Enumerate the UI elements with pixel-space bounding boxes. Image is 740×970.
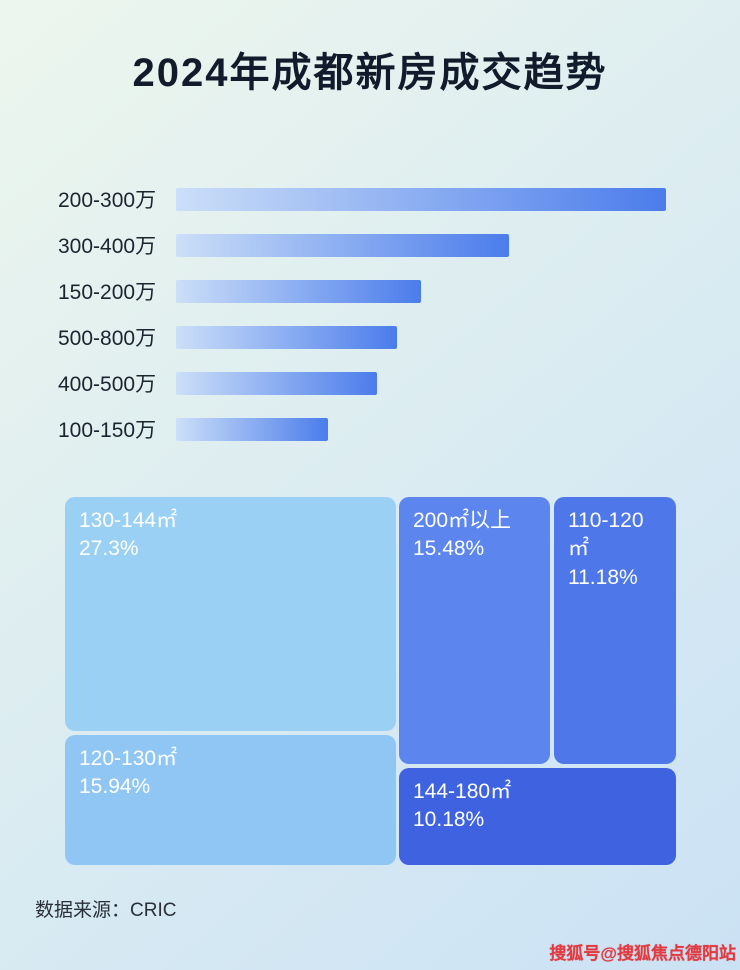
treemap-percent: 11.18% (568, 565, 638, 589)
page-title: 2024年成都新房成交趋势 (132, 51, 608, 95)
bar (176, 417, 328, 441)
treemap-box-110-120: 110-120㎡ 11.18% (554, 497, 676, 764)
data-source-label: 数据来源：CRIC (35, 900, 177, 921)
treemap-percent: 15.94% (79, 775, 151, 799)
treemap-label: 130-144㎡ (79, 509, 178, 532)
bar-category-label: 300-400万 (58, 235, 157, 258)
bar-track (176, 187, 666, 211)
bar (176, 279, 421, 303)
treemap-label: 120-130㎡ (79, 747, 178, 770)
treemap-label: 144-180㎡ (413, 780, 512, 803)
bar (176, 233, 510, 257)
bar-track (176, 233, 666, 257)
bar-row: 500-800万 (58, 314, 683, 360)
bar-row: 200-300万 (58, 176, 683, 222)
bar-track (176, 371, 666, 395)
bar (176, 187, 666, 211)
treemap-percent: 10.18% (413, 808, 485, 832)
bar-category-label: 150-200万 (58, 281, 157, 304)
bar (176, 371, 377, 395)
treemap-percent: 27.3% (79, 537, 139, 561)
bar-track (176, 417, 666, 441)
treemap-box-144-180: 144-180㎡ 10.18% (399, 768, 676, 865)
floor-area-treemap: 130-144㎡ 27.3% 200㎡以上 15.48% 110-120㎡ 11… (65, 497, 676, 865)
price-range-bar-chart: 200-300万 300-400万 150-200万 500-800万 400-… (58, 176, 683, 452)
bar-row: 100-150万 (58, 406, 683, 452)
bar-row: 400-500万 (58, 360, 683, 406)
bar-category-label: 500-800万 (58, 327, 157, 350)
treemap-box-120-130: 120-130㎡ 15.94% (65, 735, 396, 865)
bar-row: 150-200万 (58, 268, 683, 314)
treemap-percent: 15.48% (413, 537, 485, 561)
bar-category-label: 200-300万 (58, 189, 157, 212)
bar-row: 300-400万 (58, 222, 683, 268)
bar-category-label: 100-150万 (58, 419, 157, 442)
treemap-box-200-plus: 200㎡以上 15.48% (399, 497, 550, 764)
bar-track (176, 279, 666, 303)
treemap-label: 200㎡以上 (413, 509, 512, 532)
bar-track (176, 325, 666, 349)
bar-category-label: 400-500万 (58, 373, 157, 396)
treemap-box-130-144: 130-144㎡ 27.3% (65, 497, 396, 731)
bar (176, 325, 397, 349)
watermark-text: 搜狐号@搜狐焦点德阳站 (549, 944, 736, 963)
treemap-label: 110-120㎡ (568, 509, 644, 561)
